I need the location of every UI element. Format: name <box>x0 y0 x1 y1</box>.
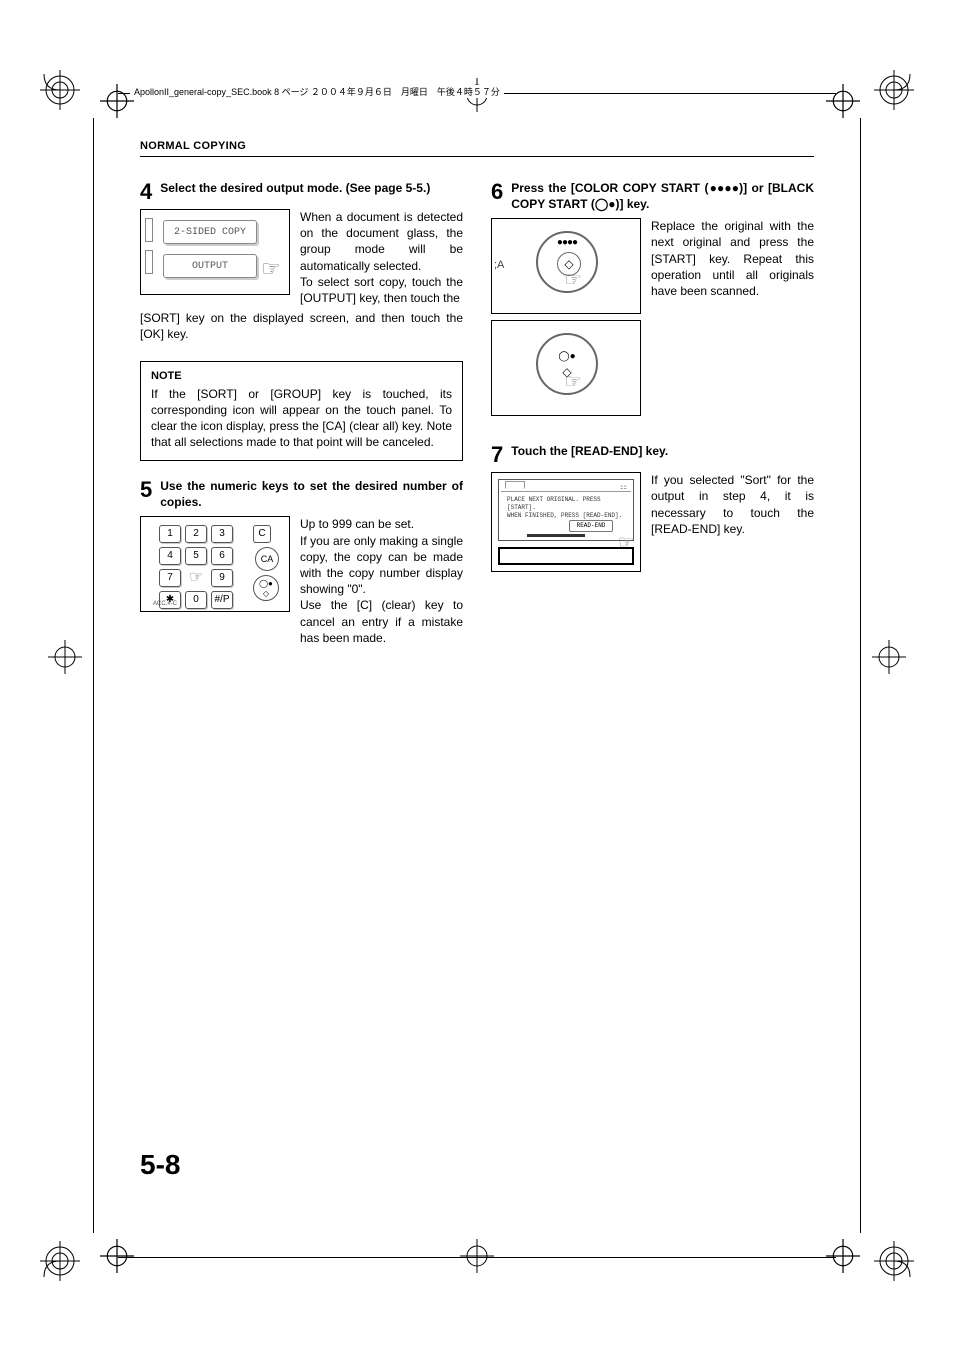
clear-key: C <box>253 525 271 543</box>
hand-pointer-icon: ☜ <box>564 369 582 394</box>
page-content: NORMAL COPYING 4 Select the desired outp… <box>0 0 954 1351</box>
note-box: NOTE If the [SORT] or [GROUP] key is tou… <box>140 361 463 462</box>
bw-dots-icon: ◯● <box>538 351 596 362</box>
step-7: 7 Touch the [READ-END] key. ⚏ PLACE NEXT… <box>491 444 814 572</box>
keypad-key: 3 <box>211 525 233 543</box>
keypad-key: 6 <box>211 547 233 565</box>
step-4-text-cont: [SORT] key on the displayed screen, and … <box>140 310 463 342</box>
screen-message: PLACE NEXT ORIGINAL. PRESS [START]. WHEN… <box>507 496 625 520</box>
keypad-key: #/P <box>211 591 233 609</box>
hand-pointer-icon: ☜ <box>189 567 203 587</box>
keypad-key: 9 <box>211 569 233 587</box>
hand-pointer-icon: ☜ <box>261 256 281 282</box>
ca-label: ;A <box>494 259 504 271</box>
keypad-key: 0 <box>185 591 207 609</box>
keypad-key: 2 <box>185 525 207 543</box>
keypad-key: 1 <box>159 525 181 543</box>
note-title: NOTE <box>151 370 452 382</box>
color-dots-icon: ●●●● <box>708 181 739 195</box>
figure-button-2sided: 2-SIDED COPY <box>163 220 257 244</box>
step-6: 6 Press the [COLOR COPY START (●●●●)] or… <box>491 181 814 416</box>
step-6-figure: ;A ●●●● ◇ ☜ ◯● ◇ ☜ <box>491 218 641 416</box>
hand-pointer-icon: ☜ <box>564 267 582 292</box>
step6-title-a: Press the [COLOR COPY START ( <box>511 181 708 195</box>
step-number: 7 <box>491 444 503 466</box>
clear-all-key: CA <box>255 547 279 571</box>
keypad-key: 4 <box>159 547 181 565</box>
figure-button-output: OUTPUT <box>163 254 257 278</box>
start-key-icon: ◯● ◇ <box>253 575 279 601</box>
step-number: 5 <box>140 479 152 510</box>
step-5-text: Up to 999 can be set. If you are only ma… <box>300 516 463 646</box>
step-7-text: If you selected "Sort" for the output in… <box>651 472 814 572</box>
right-column: 6 Press the [COLOR COPY START (●●●●)] or… <box>491 181 814 664</box>
figure-screen: ⚏ PLACE NEXT ORIGINAL. PRESS [START]. WH… <box>498 479 634 541</box>
step-number: 6 <box>491 181 503 212</box>
step-title: Touch the [READ-END] key. <box>511 444 668 466</box>
note-text: If the [SORT] or [GROUP] key is touched,… <box>151 386 452 451</box>
acc-label: ACC.#-C <box>153 601 177 607</box>
step-7-figure: ⚏ PLACE NEXT ORIGINAL. PRESS [START]. WH… <box>491 472 641 572</box>
section-rule <box>140 156 814 157</box>
page-number: 5-8 <box>140 1149 180 1181</box>
step-title: Select the desired output mode. (See pag… <box>160 181 430 203</box>
keypad-key: 5 <box>185 547 207 565</box>
content-columns: 4 Select the desired output mode. (See p… <box>140 181 814 664</box>
step-title: Use the numeric keys to set the desired … <box>160 479 463 510</box>
keypad-key: 7 <box>159 569 181 587</box>
read-end-button: READ-END <box>569 520 613 532</box>
step-4: 4 Select the desired output mode. (See p… <box>140 181 463 343</box>
step-number: 4 <box>140 181 152 203</box>
step-5-figure: 1 2 3 4 5 6 7 9 ✱ 0 #/P <box>140 516 290 646</box>
step-title: Press the [COLOR COPY START (●●●●)] or [… <box>511 181 814 212</box>
bw-dots-icon: ◯● <box>595 197 616 211</box>
left-column: 4 Select the desired output mode. (See p… <box>140 181 463 664</box>
step-6-text: Replace the original with the next origi… <box>651 218 814 416</box>
step-5: 5 Use the numeric keys to set the desire… <box>140 479 463 646</box>
step-4-figure: 2-SIDED COPY OUTPUT ☜ <box>140 209 290 306</box>
color-dots-icon: ●●●● <box>538 237 596 248</box>
section-title: NORMAL COPYING <box>140 140 814 152</box>
step6-title-c: )] key. <box>616 197 650 211</box>
step-4-text: When a document is detected on the docum… <box>300 209 463 306</box>
